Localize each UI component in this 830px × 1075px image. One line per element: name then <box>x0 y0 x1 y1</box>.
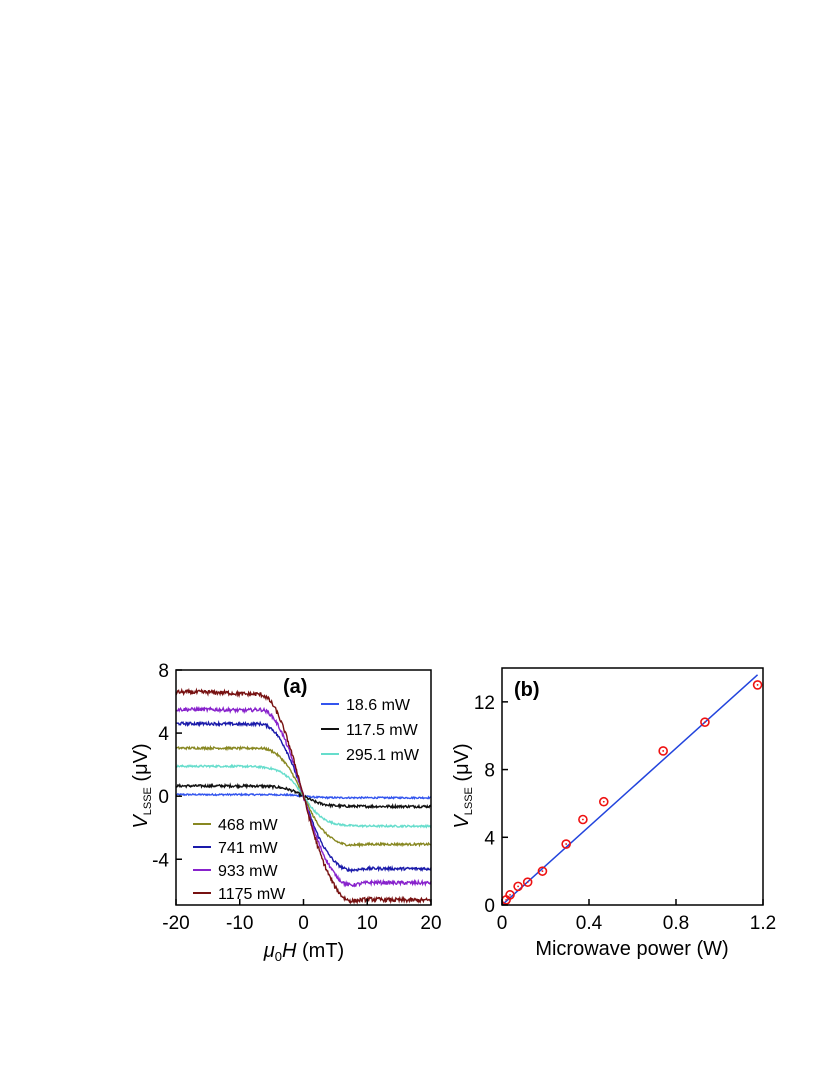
x-tick-label: 0 <box>497 913 508 934</box>
x-tick-label: 0.8 <box>663 913 689 934</box>
data-point-center <box>541 870 544 873</box>
legend-a: 18.6 mW 117.5 mW 295.1 mW 468 mW 741 mW 933 m… <box>193 697 420 903</box>
data-point-center <box>704 721 706 724</box>
legend-label: 468 mW <box>218 817 278 834</box>
panel-label-a: (a) <box>283 676 307 698</box>
x-tick-label: 10 <box>357 913 378 934</box>
y-tick-label: 8 <box>158 661 169 682</box>
tick-group-a: -20 -10 0 10 20 -4 0 4 8 <box>152 661 441 934</box>
x-tick-label: -20 <box>162 913 189 934</box>
x-tick-label: 0 <box>298 913 309 934</box>
data-point <box>537 866 548 876</box>
data-points <box>501 680 763 905</box>
y-axis-label-b: VLSSE (μV) <box>451 743 475 828</box>
y-tick-label: 4 <box>158 724 169 745</box>
legend-label: 295.1 mW <box>346 747 420 764</box>
data-point <box>505 890 515 900</box>
data-point-center <box>517 885 519 888</box>
y-tick-label: 0 <box>484 896 495 917</box>
y-tick-label: 4 <box>484 828 495 849</box>
data-point <box>513 881 523 892</box>
data-point <box>658 746 668 756</box>
data-point <box>598 796 609 807</box>
data-point-center <box>505 899 508 901</box>
y-tick-label: 8 <box>484 761 495 782</box>
x-axis-label-b: Microwave power (W) <box>535 938 728 960</box>
legend-label: 117.5 mW <box>346 722 419 739</box>
y-tick-label: 12 <box>474 693 495 714</box>
data-point-center <box>582 818 584 821</box>
data-point <box>700 717 710 727</box>
y-tick-label: 0 <box>158 787 169 808</box>
data-point <box>578 814 588 825</box>
data-point-center <box>526 881 529 884</box>
data-point <box>561 839 571 849</box>
x-tick-label: 20 <box>420 913 441 934</box>
legend-label: 741 mW <box>218 840 278 857</box>
tick-group-b: 0 0.4 0.8 1.2 0 4 8 12 <box>474 693 776 934</box>
legend-label: 933 mW <box>218 863 278 880</box>
legend-label: 1175 mW <box>218 886 286 903</box>
data-point-center <box>509 893 511 896</box>
data-point <box>522 877 533 887</box>
y-axis-label-a: VLSSE (μV) <box>130 743 154 828</box>
plot-frame-b <box>501 667 764 906</box>
data-point-center <box>662 750 665 752</box>
panel-label-b: (b) <box>514 679 540 701</box>
data-point-center <box>756 684 759 686</box>
x-tick-label: 1.2 <box>750 913 776 934</box>
legend-label: 18.6 mW <box>346 697 411 714</box>
fit-line <box>501 674 759 906</box>
chart-panel-a: -20 -10 0 10 20 -4 0 4 8 (a) 18.6 mW 117.5 mW 295.… <box>130 661 442 964</box>
series-line <box>175 687 432 905</box>
y-tick-label: -4 <box>152 850 169 871</box>
x-tick-label: -10 <box>226 913 253 934</box>
data-point <box>752 680 763 690</box>
series-group <box>175 687 432 905</box>
data-point-center <box>602 800 605 803</box>
x-axis-label-a: μ0H (mT) <box>263 940 344 964</box>
x-tick-label: 0.4 <box>576 913 603 934</box>
data-point-center <box>565 843 568 845</box>
